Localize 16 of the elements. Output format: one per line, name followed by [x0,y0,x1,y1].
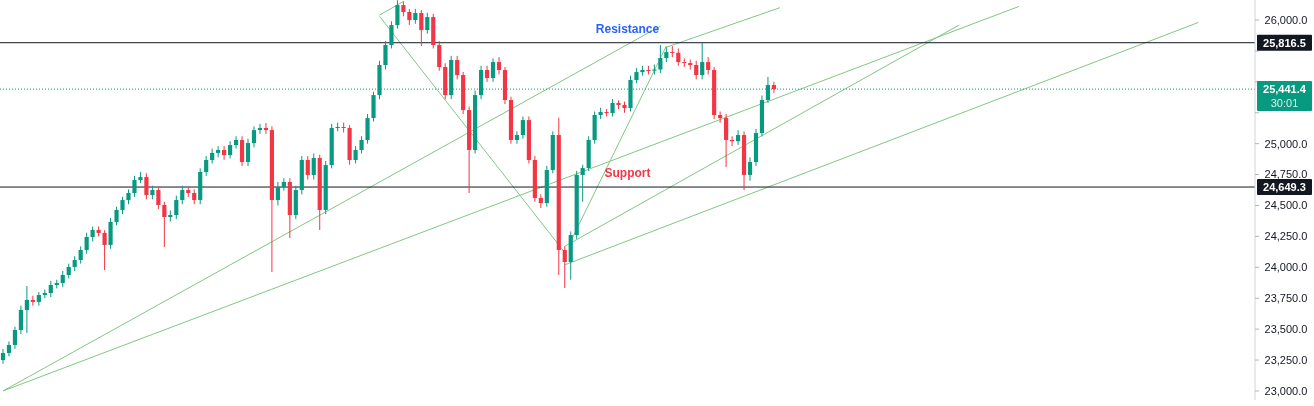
annotation: Support [604,166,651,181]
y-tick-label: 23,000.0 [1264,384,1308,397]
y-tick-label: 24,750.0 [1264,168,1308,181]
text: 30:01 [1270,96,1299,109]
y-tick-label: 23,500.0 [1264,323,1308,335]
y-tick-label: 26,000.0 [1264,13,1308,26]
y-tick-label: 23,750.0 [1264,292,1308,305]
y-tick-label: 24,500.0 [1264,199,1308,212]
ref-line-label: 25,441.4 [1263,82,1307,95]
annotation: Resistance [595,21,660,36]
y-tick-label: 25,000.0 [1264,137,1308,150]
y-tick-label: 24,000.0 [1264,261,1308,274]
y-tick-label: 23,250.0 [1264,353,1308,366]
y-tick-label: 24,250.0 [1264,230,1308,243]
ref-line-label: 25,816.5 [1263,36,1306,49]
ref-line-label: 24,649.3 [1263,180,1306,193]
